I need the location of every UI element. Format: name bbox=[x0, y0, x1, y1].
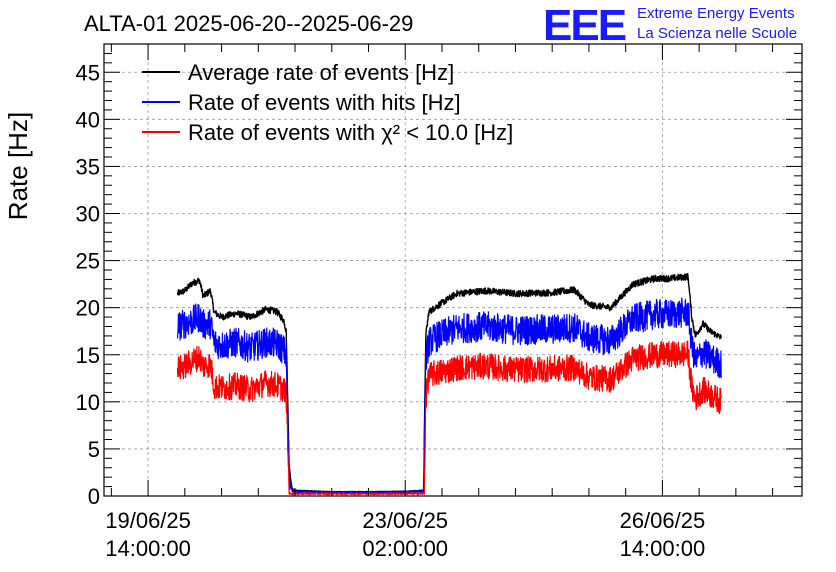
y-tick-label: 20 bbox=[76, 296, 100, 321]
y-tick-label: 10 bbox=[76, 390, 100, 415]
series-line-3 bbox=[176, 340, 722, 496]
logo-line-1: Extreme Energy Events bbox=[637, 5, 795, 22]
grid-lines bbox=[104, 44, 802, 496]
x-tick-labels: 19/06/25 14:00:00 23/06/25 02:00:00 26/06/25… bbox=[105, 508, 705, 561]
legend-label-3: Rate of events with χ² < 10.0 [Hz] bbox=[188, 120, 513, 145]
y-tick-label: 40 bbox=[76, 107, 100, 132]
x-tick-label-date: 23/06/25 bbox=[362, 508, 448, 533]
y-tick-label: 35 bbox=[76, 154, 100, 179]
x-tick-label-date: 26/06/25 bbox=[620, 508, 706, 533]
y-tick-label: 45 bbox=[76, 60, 100, 85]
chart-title: ALTA-01 2025-06-20--2025-06-29 bbox=[84, 11, 413, 36]
legend-label-2: Rate of events with hits [Hz] bbox=[188, 90, 461, 115]
axis-ticks bbox=[104, 43, 802, 497]
eee-logo: EEE Extreme Energy Events La Scienza nel… bbox=[543, 1, 797, 50]
logo-line-2: La Scienza nelle Scuole bbox=[637, 25, 797, 42]
logo-mark: EEE bbox=[543, 1, 626, 50]
series-line-2 bbox=[176, 297, 722, 495]
y-tick-label: 15 bbox=[76, 343, 100, 368]
y-tick-label: 5 bbox=[88, 437, 100, 462]
y-tick-label: 25 bbox=[76, 249, 100, 274]
y-tick-labels: 0 5 10 15 20 25 30 35 40 45 bbox=[76, 60, 100, 509]
x-tick-label-time: 14:00:00 bbox=[105, 536, 191, 561]
y-axis-title: Rate [Hz] bbox=[3, 112, 33, 220]
y-tick-label: 0 bbox=[88, 484, 100, 509]
series-line-1 bbox=[176, 273, 722, 493]
y-tick-label: 30 bbox=[76, 202, 100, 227]
legend-label-1: Average rate of events [Hz] bbox=[188, 60, 454, 85]
x-tick-label-time: 14:00:00 bbox=[620, 536, 706, 561]
series-layer bbox=[176, 273, 722, 496]
legend: Average rate of events [Hz] Rate of event… bbox=[142, 60, 513, 145]
x-tick-label-date: 19/06/25 bbox=[105, 508, 191, 533]
x-tick-label-time: 02:00:00 bbox=[362, 536, 448, 561]
